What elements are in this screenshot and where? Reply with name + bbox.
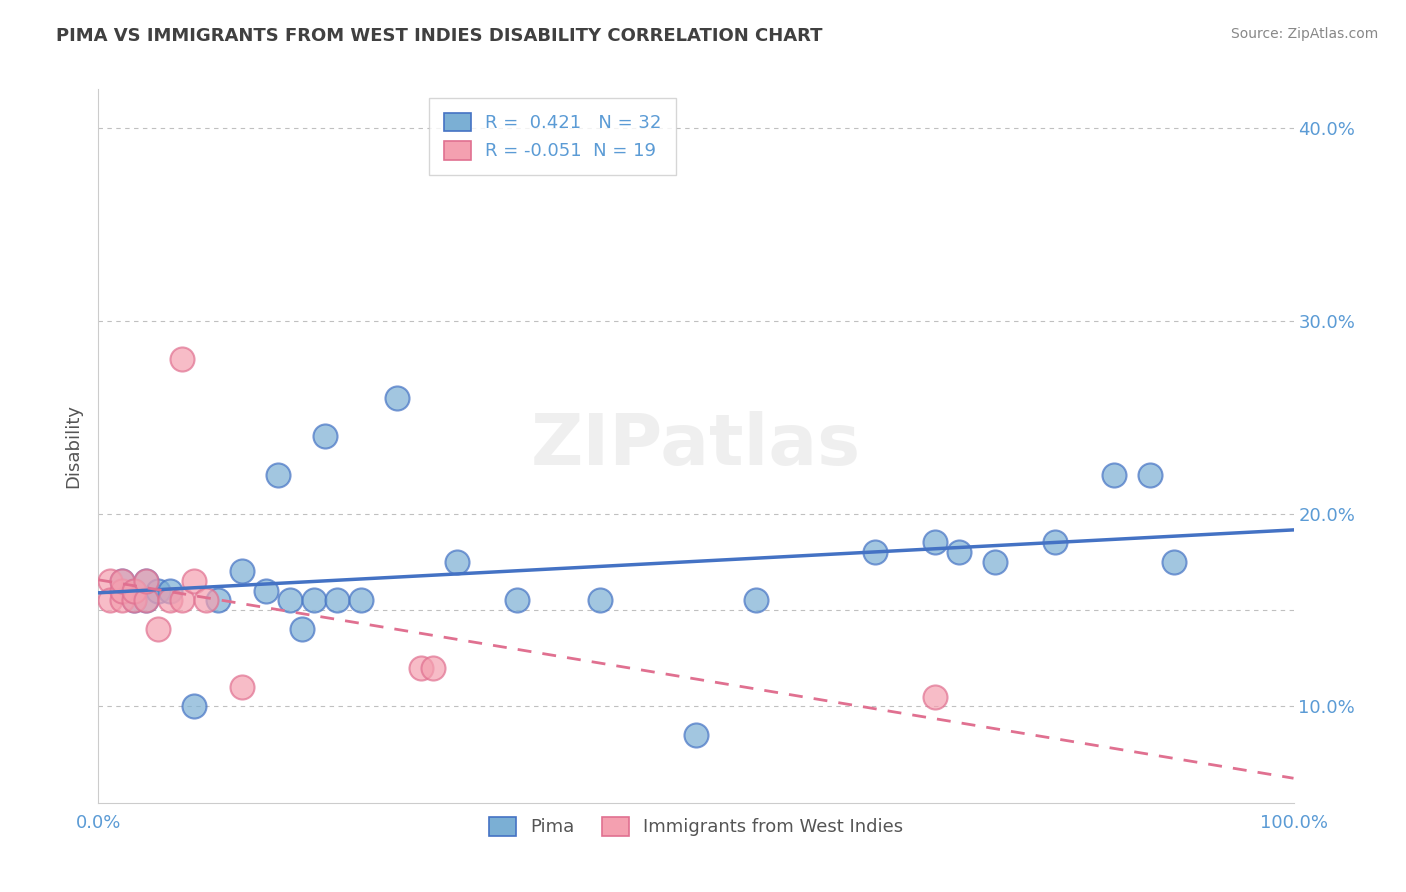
Point	[411, 661, 433, 675]
Point	[924, 690, 946, 704]
Point	[148, 622, 170, 636]
Point	[124, 583, 146, 598]
Point	[111, 574, 134, 588]
Point	[1163, 555, 1185, 569]
Point	[124, 593, 146, 607]
Point	[231, 680, 253, 694]
Point	[135, 593, 157, 607]
Text: ZIPatlas: ZIPatlas	[531, 411, 860, 481]
Text: PIMA VS IMMIGRANTS FROM WEST INDIES DISABILITY CORRELATION CHART: PIMA VS IMMIGRANTS FROM WEST INDIES DISA…	[56, 27, 823, 45]
Point	[207, 593, 229, 607]
Point	[984, 555, 1007, 569]
Point	[172, 352, 194, 367]
Point	[1104, 467, 1126, 482]
Point	[159, 593, 181, 607]
Point	[111, 583, 134, 598]
Point	[111, 574, 134, 588]
Point	[302, 593, 325, 607]
Point	[195, 593, 218, 607]
Point	[124, 593, 146, 607]
Point	[326, 593, 349, 607]
Point	[231, 565, 253, 579]
Text: Source: ZipAtlas.com: Source: ZipAtlas.com	[1230, 27, 1378, 41]
Point	[183, 574, 205, 588]
Point	[315, 429, 337, 443]
Point	[135, 574, 157, 588]
Point	[159, 583, 181, 598]
Point	[446, 555, 468, 569]
Point	[291, 622, 314, 636]
Point	[278, 593, 301, 607]
Point	[422, 661, 444, 675]
Legend: Pima, Immigrants from West Indies: Pima, Immigrants from West Indies	[474, 803, 918, 851]
Point	[124, 583, 146, 598]
Point	[148, 583, 170, 598]
Point	[172, 593, 194, 607]
Point	[111, 593, 134, 607]
Point	[385, 391, 409, 405]
Point	[589, 593, 612, 607]
Point	[1043, 535, 1066, 549]
Point	[183, 699, 205, 714]
Point	[135, 574, 157, 588]
Point	[745, 593, 768, 607]
Point	[135, 593, 157, 607]
Point	[924, 535, 946, 549]
Point	[350, 593, 373, 607]
Point	[98, 593, 122, 607]
Point	[267, 467, 290, 482]
Point	[685, 728, 707, 742]
Point	[254, 583, 277, 598]
Point	[865, 545, 887, 559]
Point	[948, 545, 970, 559]
Point	[506, 593, 529, 607]
Point	[1139, 467, 1161, 482]
Point	[98, 574, 122, 588]
Y-axis label: Disability: Disability	[65, 404, 83, 488]
